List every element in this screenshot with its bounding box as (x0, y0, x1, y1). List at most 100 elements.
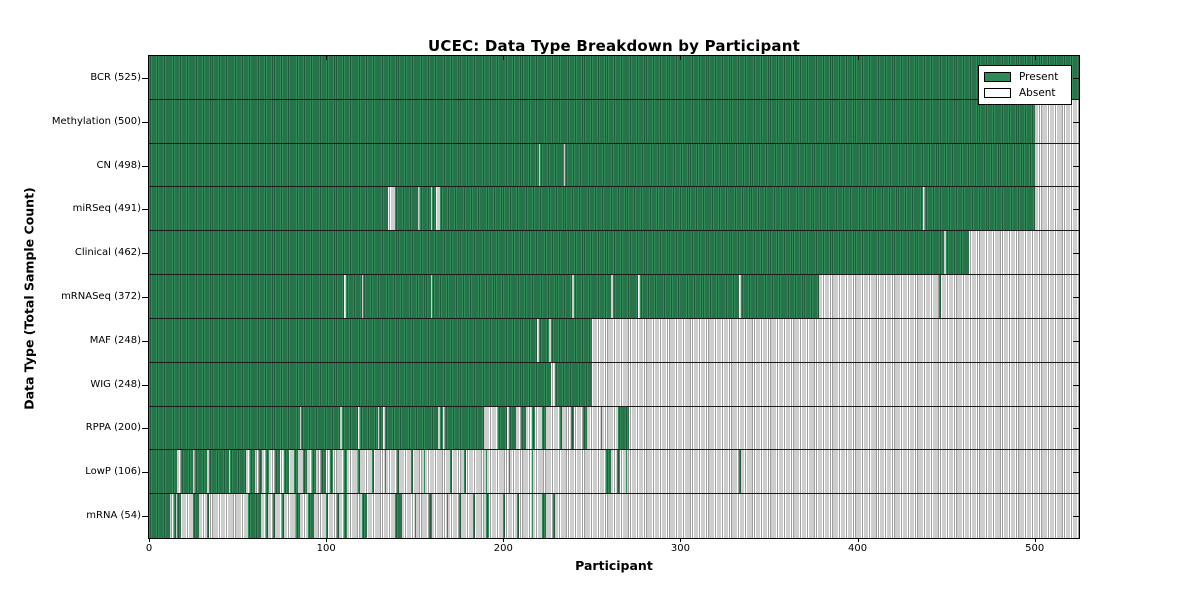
present-segment (485, 494, 490, 538)
x-tick-mark (503, 538, 505, 542)
present-segment (177, 494, 181, 538)
matrix-row-cn (149, 143, 1079, 188)
x-tick-mark-top (503, 56, 505, 60)
present-segment (248, 494, 261, 538)
y-tick-mark (142, 209, 149, 211)
present-segment (329, 450, 334, 494)
present-segment (583, 406, 587, 450)
present-segment (458, 494, 461, 538)
present-segment (384, 450, 387, 494)
present-segment (249, 450, 256, 494)
y-tick-label: mRNASeq (372) (61, 291, 141, 302)
present-segment (432, 275, 573, 318)
present-segment (336, 494, 339, 538)
present-segment (542, 494, 546, 538)
present-segment (395, 494, 403, 538)
y-tick-mark-right (1073, 297, 1079, 298)
y-tick-mark (142, 121, 149, 123)
absent-swatch-icon (984, 88, 1011, 98)
x-tick-mark (1034, 538, 1036, 542)
x-tick-mark-top (326, 56, 328, 60)
present-segment (149, 275, 344, 318)
present-segment (503, 494, 506, 538)
x-tick-mark-top (1034, 56, 1036, 60)
y-tick-mark (142, 384, 149, 386)
present-segment (345, 275, 362, 318)
present-segment (464, 450, 467, 494)
present-segment (552, 494, 555, 538)
present-segment (273, 494, 275, 538)
matrix-row-lowp (149, 450, 1079, 495)
y-tick-mark-right (1073, 165, 1079, 167)
present-segment (149, 318, 537, 362)
present-segment (294, 450, 298, 494)
y-tick-label: MAF (248) (89, 334, 141, 346)
matrix-row-rppa (149, 406, 1079, 451)
plot-area: Present Absent (148, 55, 1080, 539)
x-axis-label: Participant (575, 558, 653, 573)
present-segment (372, 450, 374, 494)
y-tick-mark (142, 516, 149, 518)
matrix-row-mrnaseq (149, 275, 1079, 319)
x-tick-mark (857, 538, 859, 542)
matrix-row-methylation (149, 99, 1079, 144)
present-segment (149, 362, 552, 406)
present-segment (303, 450, 307, 494)
y-tick-label: miRSeq (491) (72, 203, 141, 215)
y-tick-mark (142, 253, 149, 255)
present-segment (363, 275, 431, 318)
present-segment (149, 450, 178, 494)
present-segment (423, 450, 426, 494)
matrix-row-bcr (149, 56, 1079, 100)
present-segment (281, 494, 284, 538)
present-segment (149, 494, 171, 538)
present-segment (283, 450, 289, 494)
matrix-row-maf (149, 318, 1079, 363)
y-tick-mark-right (1073, 384, 1079, 386)
x-tick-label: 300 (670, 543, 690, 554)
present-segment (574, 275, 612, 318)
present-segment (540, 143, 564, 187)
legend-label-absent: Absent (1019, 87, 1056, 99)
chart-title: UCEC: Data Type Breakdown by Participant (428, 37, 800, 55)
x-tick-label: 500 (1025, 543, 1045, 554)
y-tick-mark (142, 77, 149, 79)
present-segment (485, 450, 488, 494)
present-segment (296, 494, 300, 538)
present-segment (439, 187, 924, 231)
y-tick-mark-right (1073, 121, 1079, 123)
y-tick-label: CN (498) (96, 159, 141, 171)
present-segment (395, 187, 419, 231)
x-tick-mark (680, 538, 682, 542)
present-segment (379, 406, 383, 450)
present-segment (473, 494, 475, 538)
present-segment (195, 450, 208, 494)
present-segment (497, 406, 507, 450)
y-tick-mark-right (1073, 340, 1079, 342)
present-segment (428, 494, 433, 538)
present-segment (531, 494, 534, 538)
y-tick-mark-right (1073, 77, 1079, 79)
present-segment (613, 275, 638, 318)
present-segment (358, 450, 360, 494)
y-tick-label: Clinical (462) (74, 247, 141, 259)
present-segment (444, 406, 484, 450)
legend-entry-present: Present (984, 69, 1066, 85)
x-tick-label: 0 (145, 543, 153, 554)
present-segment (606, 450, 612, 494)
present-segment (570, 406, 575, 450)
present-segment (618, 406, 630, 450)
present-segment (149, 231, 945, 275)
matrix-row-mirseq (149, 187, 1079, 232)
present-segment (209, 450, 229, 494)
y-tick-label: WIG (248) (90, 378, 141, 390)
present-segment (450, 450, 452, 494)
legend: Present Absent (978, 65, 1072, 105)
y-tick-mark (142, 297, 149, 298)
x-tick-mark-top (857, 56, 859, 60)
present-segment (149, 406, 300, 450)
present-segment (343, 450, 348, 494)
present-segment (274, 450, 281, 494)
present-segment (439, 406, 444, 450)
